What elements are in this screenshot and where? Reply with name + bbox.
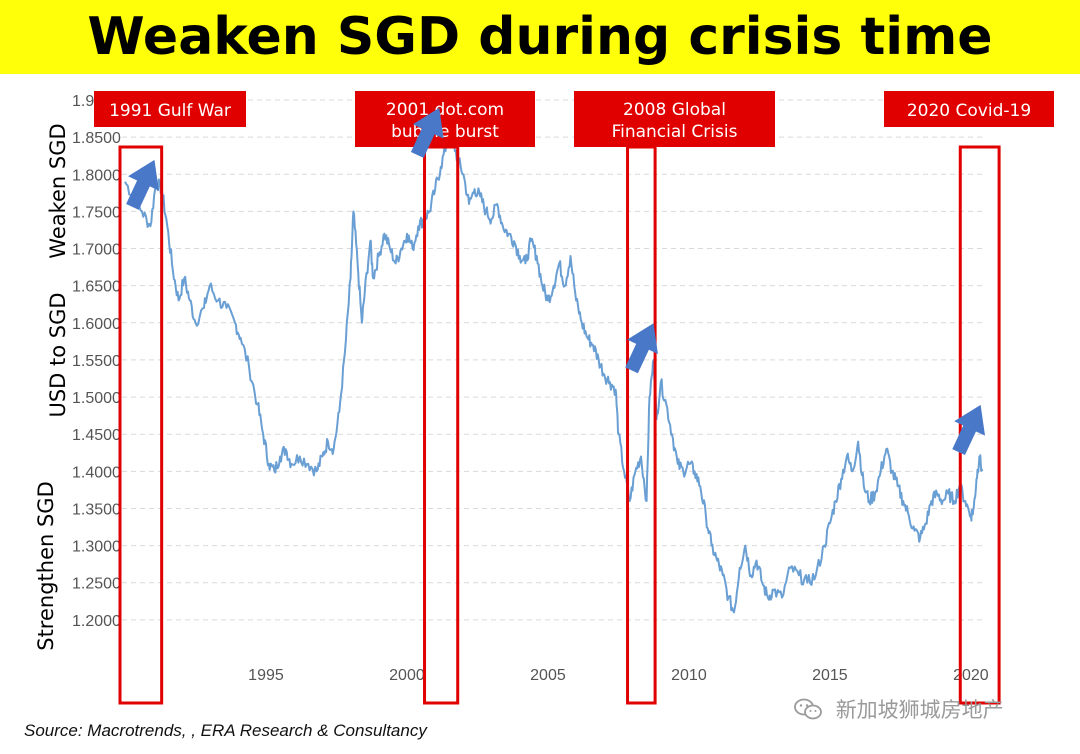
crisis-boxes: 1991 Gulf War 2001 dot.com bubble burst 200… [94, 91, 1054, 705]
series-line-layer [124, 133, 984, 614]
y-tick-label: 1.8500 [72, 130, 121, 147]
y-tick-label: 1.6500 [72, 279, 121, 296]
y-tick-label: 1.4000 [72, 464, 121, 481]
x-tick-label: 2010 [671, 667, 707, 684]
crisis-box [118, 145, 164, 705]
side-label-usd-sgd: USD to SGD [46, 292, 70, 418]
y-tick-label: 1.4500 [72, 427, 121, 444]
crisis-label-line: 2008 Global [623, 100, 726, 120]
watermark-text: 新加坡狮城房地产 [835, 698, 1004, 722]
y-tick-label: 1.2000 [72, 613, 121, 630]
crisis-label-box [94, 91, 246, 127]
crisis-label: 1991 Gulf War [109, 101, 231, 121]
grid-lines [122, 99, 985, 621]
y-tick-label: 1.3000 [72, 539, 121, 556]
crisis-label-line: Financial Crisis [612, 122, 738, 142]
crisis-label: 2008 Global Financial Crisis [612, 100, 738, 142]
arrow-shape [126, 159, 159, 210]
crisis-label-line: 2001 dot.com [386, 100, 504, 120]
wechat-icon [794, 698, 822, 720]
crisis-label-line: bubble burst [391, 122, 499, 142]
y-tick-label: 1.5500 [72, 353, 121, 370]
crisis-label-line: 2020 Covid-19 [907, 101, 1031, 121]
crisis-label-box [574, 91, 775, 147]
x-tick-label: 2015 [812, 667, 848, 684]
y-tick-label: 1.2500 [72, 576, 121, 593]
side-label-strengthen: Strengthen SGD [34, 481, 58, 651]
crisis-label-box [884, 91, 1054, 127]
arrow-shape [625, 323, 658, 374]
up-arrow-icon [952, 404, 986, 456]
y-tick-label: 1.6000 [72, 316, 121, 333]
watermark: 新加坡狮城房地产 [793, 694, 1004, 724]
y-tick-label: 1.3500 [72, 501, 121, 518]
crisis-arrows [126, 107, 986, 456]
arrow-shape [952, 404, 986, 456]
crisis-label-box [355, 91, 535, 147]
x-tick-label: 1995 [248, 667, 284, 684]
up-arrow-icon [410, 107, 444, 158]
crisis-box [958, 145, 1001, 705]
up-arrow-icon [126, 159, 159, 210]
x-tick-label: 2020 [953, 667, 989, 684]
x-tick-label: 2000 [389, 667, 425, 684]
page-title: Weaken SGD during crisis time [87, 7, 993, 67]
source-note: Source: Macrotrends, , ERA Research & Co… [24, 721, 427, 740]
y-tick-label: 1.7500 [72, 204, 121, 221]
series-line [124, 133, 984, 614]
crisis-label-line: 1991 Gulf War [109, 101, 231, 121]
crisis-label: 2020 Covid-19 [907, 101, 1031, 121]
crisis-box [626, 145, 657, 705]
y-axis: 1.90001.85001.80001.75001.70001.65001.60… [72, 93, 121, 630]
arrow-shape [410, 107, 444, 158]
y-tick-label: 1.7000 [72, 242, 121, 259]
title-banner [0, 0, 1080, 74]
y-tick-label: 1.8000 [72, 167, 121, 184]
x-tick-label: 2005 [530, 667, 566, 684]
side-label-weaken: Weaken SGD [46, 123, 70, 259]
up-arrow-icon [625, 323, 658, 374]
y-tick-label: 1.5000 [72, 390, 121, 407]
x-axis: 1995 2000 2005 2010 2015 2020 [248, 667, 989, 684]
